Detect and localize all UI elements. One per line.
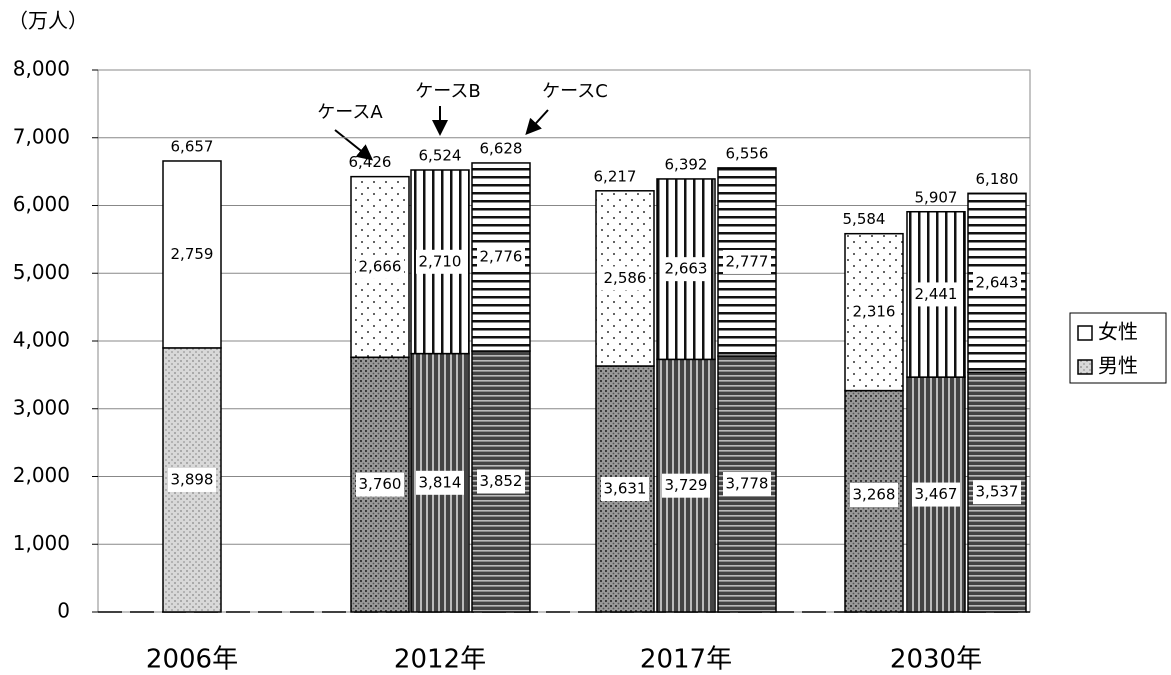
y-tick-label: 2,000: [13, 463, 70, 487]
value-label-bg: [356, 472, 404, 497]
value-label: 2,643: [976, 273, 1019, 291]
value-label-group: 3,898: [168, 467, 216, 492]
value-label-bg: [850, 300, 898, 325]
value-label-group: 2,776: [477, 244, 525, 269]
value-label: 2,666: [359, 257, 402, 275]
value-label-group: 2,666: [356, 254, 404, 279]
annotation: ケースB: [415, 81, 480, 102]
value-label: 3,814: [419, 473, 462, 491]
value-label-group: 2,441: [912, 282, 960, 307]
total-label: 6,392: [665, 155, 708, 173]
value-label-bg: [601, 266, 649, 291]
total-label: 6,426: [349, 153, 392, 171]
value-label-group: 2,759: [168, 242, 216, 267]
value-label-group: 3,537: [973, 480, 1021, 505]
annotation: ケースC: [542, 81, 608, 102]
legend-swatch: [1077, 325, 1093, 341]
value-label: 3,898: [171, 470, 214, 488]
y-tick-label: 7,000: [13, 124, 70, 148]
value-label: 3,729: [665, 476, 708, 494]
value-label-group: 3,467: [912, 482, 960, 507]
value-label: 3,537: [976, 483, 1019, 501]
total-label: 6,180: [976, 170, 1019, 188]
value-label-bg: [912, 482, 960, 507]
value-label-group: 3,760: [356, 472, 404, 497]
value-label: 3,467: [915, 485, 958, 503]
value-label: 2,586: [604, 269, 647, 287]
x-tick-label: 2006年: [146, 645, 238, 675]
value-label-bg: [850, 483, 898, 507]
value-label: 3,631: [604, 479, 647, 497]
value-label-group: 3,778: [723, 472, 771, 497]
value-label: 2,663: [665, 260, 708, 278]
value-label-bg: [973, 270, 1021, 295]
total-label: 6,628: [480, 139, 523, 157]
y-tick-label: 1,000: [13, 531, 70, 555]
x-tick-label: 2012年: [394, 645, 486, 675]
annotation-arrow: [334, 129, 374, 161]
total-label: 6,657: [171, 137, 214, 155]
x-tick-label: 2030年: [890, 645, 982, 675]
value-label-group: 3,631: [601, 476, 649, 501]
unit-label: （万人）: [8, 9, 88, 33]
total-label: 5,584: [843, 210, 886, 228]
value-label-bg: [662, 257, 710, 282]
value-label-group: 3,852: [477, 469, 525, 494]
value-label: 2,710: [419, 252, 462, 270]
value-label-bg: [912, 282, 960, 307]
value-label-group: 2,316: [850, 300, 898, 325]
y-tick-label: 6,000: [13, 192, 70, 216]
value-label: 3,778: [726, 475, 769, 493]
value-label: 3,852: [480, 472, 523, 490]
value-label-group: 3,729: [662, 473, 710, 498]
value-label-bg: [416, 470, 464, 495]
y-tick-label: 8,000: [13, 57, 70, 81]
value-label-bg: [662, 473, 710, 498]
value-label-group: 2,777: [723, 249, 771, 274]
value-label-group: 2,586: [601, 266, 649, 291]
value-label: 3,268: [853, 486, 896, 504]
value-label: 3,760: [359, 475, 402, 493]
value-label-bg: [356, 254, 404, 279]
value-label-group: 3,814: [416, 470, 464, 495]
value-label-bg: [477, 469, 525, 494]
value-label-bg: [601, 476, 649, 501]
y-tick-label: 0: [57, 599, 70, 623]
value-label-bg: [723, 249, 771, 274]
value-label-bg: [723, 472, 771, 497]
total-label: 6,217: [594, 167, 637, 185]
value-label-bg: [477, 244, 525, 269]
value-label: 2,316: [853, 303, 896, 321]
value-label: 2,441: [915, 285, 958, 303]
y-tick-label: 3,000: [13, 395, 70, 419]
annotation: ケースA: [317, 102, 383, 123]
legend-label: 女性: [1098, 320, 1138, 344]
annotation-arrow: [525, 109, 549, 135]
total-label: 6,524: [419, 146, 462, 164]
value-label: 2,776: [480, 247, 523, 265]
value-label-bg: [168, 467, 216, 492]
y-tick-label: 4,000: [13, 328, 70, 352]
value-label-bg: [168, 242, 216, 267]
legend-swatch: [1077, 359, 1093, 375]
value-label: 2,759: [171, 245, 214, 263]
legend-label: 男性: [1098, 354, 1138, 378]
value-label-group: 2,663: [662, 257, 710, 282]
value-label: 2,777: [726, 252, 769, 270]
total-label: 5,907: [915, 188, 958, 206]
value-label-bg: [416, 249, 464, 274]
total-label: 6,556: [726, 144, 769, 162]
value-label-bg: [973, 480, 1021, 505]
x-tick-label: 2017年: [640, 645, 732, 675]
y-tick-label: 5,000: [13, 260, 70, 284]
value-label-group: 2,710: [416, 249, 464, 274]
value-label-group: 2,643: [973, 270, 1021, 295]
value-label-group: 3,268: [850, 483, 898, 507]
